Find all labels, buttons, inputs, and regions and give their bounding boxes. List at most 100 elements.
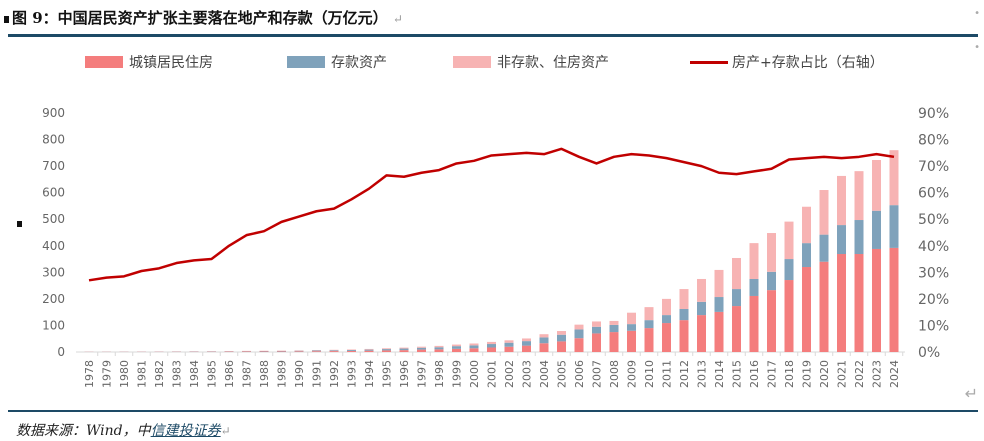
x-tick-label: 1984 bbox=[188, 360, 201, 388]
bar-deposit bbox=[557, 334, 566, 342]
bar-housing bbox=[487, 347, 496, 352]
bar-deposit bbox=[452, 346, 461, 349]
bar-deposit bbox=[802, 243, 811, 268]
bar-other bbox=[347, 349, 356, 351]
bar-deposit bbox=[609, 324, 619, 333]
x-tick-label: 1983 bbox=[171, 360, 184, 388]
bar-housing bbox=[259, 351, 269, 352]
x-tick-label: 1981 bbox=[136, 360, 149, 388]
bar-other bbox=[767, 233, 776, 272]
bar-deposit bbox=[312, 350, 321, 352]
x-tick-label: 1997 bbox=[416, 360, 429, 388]
x-tick-label: 2022 bbox=[853, 360, 866, 388]
legend-label: 城镇居民住房 bbox=[129, 55, 213, 71]
bar-deposit bbox=[767, 271, 776, 291]
x-tick-label: 2024 bbox=[888, 360, 901, 388]
legend-label: 非存款、住房资产 bbox=[497, 55, 609, 71]
bar-other bbox=[644, 307, 654, 321]
bar-deposit bbox=[382, 349, 391, 351]
x-tick-label: 2014 bbox=[713, 360, 726, 388]
bar-housing bbox=[609, 332, 619, 352]
x-tick-label: 2011 bbox=[661, 360, 674, 388]
x-tick-label: 1978 bbox=[83, 360, 96, 388]
bar-deposit bbox=[749, 278, 759, 296]
x-tick-label: 2016 bbox=[748, 360, 761, 388]
x-tick-label: 1992 bbox=[328, 360, 341, 388]
x-tick-label: 2007 bbox=[591, 360, 604, 388]
bar-housing bbox=[872, 248, 881, 352]
y-tick-label: 700 bbox=[42, 159, 65, 173]
bar-deposit bbox=[592, 326, 601, 334]
bar-housing bbox=[522, 345, 531, 352]
bar-deposit bbox=[294, 350, 304, 352]
bar-other bbox=[889, 150, 899, 206]
bar-deposit bbox=[679, 308, 689, 321]
y2-tick-label: 0% bbox=[918, 345, 940, 361]
y2-tick-label: 50% bbox=[918, 212, 949, 228]
x-tick-label: 1991 bbox=[311, 360, 324, 388]
bar-housing bbox=[627, 330, 636, 352]
bar-housing bbox=[539, 343, 549, 352]
x-tick-label: 1988 bbox=[258, 360, 271, 388]
x-tick-label: 1982 bbox=[153, 360, 166, 388]
y-tick-label: 600 bbox=[42, 186, 65, 200]
bar-housing bbox=[819, 261, 829, 352]
bar-housing bbox=[294, 351, 304, 352]
legend-item-ratio: 房产+存款占比（右轴） bbox=[690, 52, 884, 72]
bar-other bbox=[469, 343, 479, 346]
bar-other bbox=[697, 278, 706, 302]
bar-deposit bbox=[732, 289, 741, 307]
bar-other bbox=[539, 334, 549, 338]
bar-other bbox=[504, 340, 514, 343]
bar-other bbox=[802, 206, 811, 244]
bar-housing bbox=[399, 350, 409, 352]
source-note: 数据来源：Wind，中信建投证券↵ bbox=[16, 420, 231, 440]
return-mark-icon: ↵ bbox=[964, 384, 978, 403]
bar-housing bbox=[469, 348, 479, 352]
bar-deposit bbox=[854, 220, 864, 255]
margin-mark-icon: • bbox=[974, 8, 980, 19]
y2-tick-label: 70% bbox=[918, 159, 949, 175]
bar-housing bbox=[312, 351, 321, 352]
x-tick-label: 2015 bbox=[731, 360, 744, 388]
margin-mark-icon: • bbox=[974, 42, 980, 53]
bar-other bbox=[749, 243, 759, 279]
bar-deposit bbox=[837, 225, 846, 255]
bar-deposit bbox=[522, 341, 531, 346]
x-tick-label: 1994 bbox=[363, 360, 376, 388]
source-link[interactable]: 信建投证券 bbox=[150, 423, 221, 439]
bar-deposit bbox=[697, 301, 706, 316]
y-tick-label: 100 bbox=[42, 318, 65, 332]
bar-other bbox=[609, 320, 619, 325]
bar-other bbox=[679, 289, 689, 309]
bar-housing bbox=[732, 306, 741, 352]
bar-deposit bbox=[784, 259, 794, 281]
bar-deposit bbox=[347, 350, 356, 351]
bar-housing bbox=[662, 323, 671, 352]
x-tick-label: 1987 bbox=[241, 360, 254, 388]
bar-deposit bbox=[364, 349, 374, 351]
bar-deposit bbox=[504, 342, 514, 347]
x-tick-label: 2004 bbox=[538, 360, 551, 388]
x-tick-label: 1996 bbox=[398, 360, 411, 388]
bar-housing bbox=[504, 346, 514, 352]
legend-swatch bbox=[85, 56, 123, 68]
legend-item-housing: 城镇居民住房 bbox=[85, 52, 213, 72]
bar-deposit bbox=[574, 329, 584, 339]
bar-housing bbox=[714, 311, 724, 352]
bar-other bbox=[837, 175, 846, 226]
bar-housing bbox=[417, 349, 426, 352]
bar-housing bbox=[277, 351, 286, 352]
bar-deposit bbox=[662, 315, 671, 324]
x-tick-label: 1993 bbox=[346, 360, 359, 388]
bar-other bbox=[872, 160, 881, 211]
bar-other bbox=[574, 324, 584, 330]
bar-deposit bbox=[399, 348, 409, 351]
x-tick-label: 1989 bbox=[276, 360, 289, 388]
return-mark-icon: ↵ bbox=[220, 424, 231, 438]
legend-swatch bbox=[287, 56, 325, 68]
bar-other bbox=[452, 344, 461, 347]
y2-tick-label: 30% bbox=[918, 265, 949, 281]
bar-other bbox=[434, 345, 444, 348]
